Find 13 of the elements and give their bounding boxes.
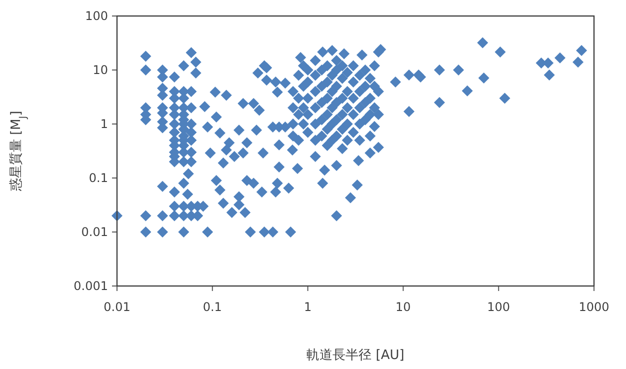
x-tick-label: 10 — [396, 300, 411, 314]
y-tick-label: 100 — [85, 9, 108, 23]
x-tick-label: 1 — [304, 300, 312, 314]
x-tick-label: 0.1 — [202, 300, 222, 314]
y-tick-label: 0.01 — [81, 225, 108, 239]
x-axis-title: 軌道長半径 [AU] — [306, 348, 404, 363]
x-tick-label: 100 — [487, 300, 510, 314]
y-tick-label: 0.1 — [88, 171, 108, 185]
y-tick-label: 10 — [92, 63, 108, 77]
x-tick-label: 1000 — [578, 300, 610, 314]
x-tick-label: 0.01 — [104, 300, 130, 314]
y-tick-label: 0.001 — [74, 279, 108, 293]
y-tick-label: 1 — [100, 117, 108, 131]
